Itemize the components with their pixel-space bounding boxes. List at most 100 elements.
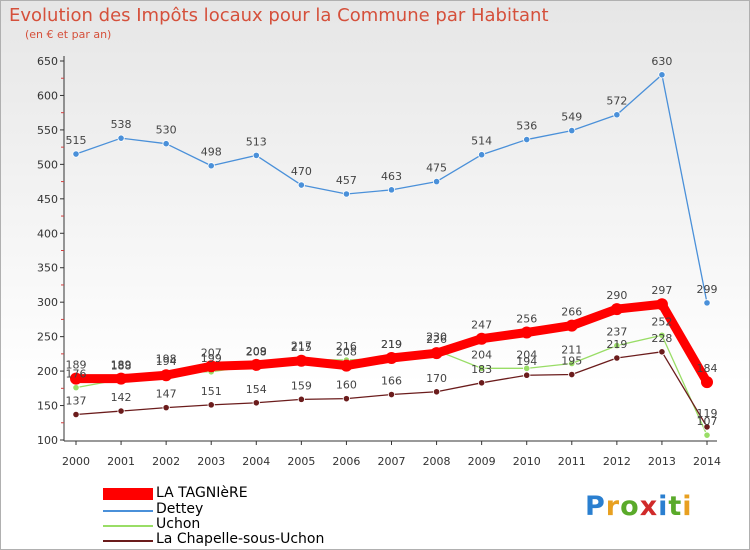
series-point-3 (568, 370, 576, 379)
data-label: 230 (426, 330, 447, 343)
x-tick-label: 2000 (62, 455, 90, 468)
data-label: 189 (111, 359, 132, 372)
series-point-0 (610, 303, 623, 316)
data-label: 217 (291, 339, 312, 352)
legend-swatch-la-chapelle (103, 540, 153, 542)
legend-label-la-tagniere: LA TAGNIèRE (156, 485, 248, 501)
series-point-3 (342, 395, 351, 403)
data-label: 538 (111, 118, 132, 131)
x-tick-label: 2005 (287, 455, 315, 468)
data-label: 572 (606, 95, 627, 108)
series-point-0 (520, 326, 533, 339)
data-label: 514 (471, 135, 492, 148)
series-point-2 (658, 331, 666, 339)
data-label: 195 (561, 355, 582, 368)
x-tick-label: 2011 (558, 455, 586, 468)
data-label: 498 (201, 146, 222, 159)
series-point-3 (72, 410, 80, 419)
data-label: 463 (381, 170, 402, 183)
series-point-1 (207, 162, 215, 170)
series-point-0 (250, 358, 263, 371)
data-label: 457 (336, 174, 357, 187)
series-point-0 (475, 332, 488, 345)
x-tick-label: 2014 (693, 455, 721, 468)
data-label: 198 (156, 352, 177, 365)
data-label: 515 (66, 134, 87, 147)
series-point-3 (613, 354, 621, 362)
series-point-2 (478, 364, 486, 372)
series-point-1 (72, 150, 80, 158)
data-label: 208 (246, 346, 267, 359)
data-label: 219 (381, 338, 402, 351)
data-label: 184 (697, 362, 718, 375)
series-point-2 (72, 384, 80, 392)
y-tick-label: 350 (37, 262, 58, 275)
series-point-1 (162, 140, 170, 148)
series-point-3 (387, 390, 396, 399)
data-label: 252 (651, 315, 672, 328)
series-point-1 (297, 181, 305, 189)
series-point-0 (385, 351, 398, 364)
x-tick-label: 2004 (242, 455, 270, 468)
y-tick-label: 100 (37, 434, 58, 447)
series-point-1 (523, 135, 531, 144)
data-label: 160 (336, 379, 357, 392)
data-label: 209 (246, 345, 267, 358)
data-label: 266 (561, 306, 582, 319)
x-tick-label: 2006 (332, 455, 360, 468)
x-tick-label: 2013 (648, 455, 676, 468)
x-tick-label: 2010 (513, 455, 541, 468)
series-point-3 (207, 401, 215, 409)
legend-swatch-uchon (103, 525, 153, 527)
series-point-0 (70, 372, 82, 385)
series-point-1 (342, 190, 351, 198)
data-label: 204 (471, 348, 492, 361)
legend-label-la-chapelle: La Chapelle-sous-Uchon (156, 531, 325, 547)
data-label: 247 (471, 319, 492, 332)
data-label: 228 (651, 332, 672, 345)
y-tick-label: 200 (37, 365, 58, 378)
series-point-3 (523, 371, 531, 379)
y-tick-label: 400 (37, 227, 58, 240)
legend-swatch-la-tagniere (103, 488, 153, 500)
data-label: 215 (291, 341, 312, 354)
legend-label-uchon: Uchon (156, 516, 201, 532)
series-point-2 (703, 431, 711, 439)
series-point-3 (478, 379, 486, 387)
y-tick-label: 650 (37, 55, 58, 68)
data-label: 237 (606, 326, 627, 339)
series-point-3 (252, 399, 260, 407)
proxiti-logo: Proxiti (585, 491, 693, 522)
series-point-0 (115, 372, 128, 385)
series-point-1 (252, 151, 260, 160)
data-label: 154 (246, 383, 267, 396)
chart-subtitle: (en € et par an) (25, 28, 112, 41)
series-point-1 (658, 71, 666, 79)
data-label: 219 (381, 338, 402, 351)
series-point-2 (568, 359, 576, 368)
series-point-0 (565, 319, 578, 332)
data-label: 166 (381, 375, 402, 388)
data-label: 194 (156, 355, 177, 368)
data-label: 297 (651, 284, 672, 297)
data-label: 256 (516, 313, 537, 326)
data-label: 199 (201, 352, 222, 365)
series-point-2 (523, 364, 531, 372)
series-point-0 (205, 360, 218, 373)
series-point-3 (297, 395, 305, 403)
data-label: 216 (336, 340, 357, 353)
series-point-0 (701, 376, 713, 389)
data-label: 536 (516, 120, 537, 133)
series-point-0 (295, 354, 308, 367)
data-label: 475 (426, 162, 447, 175)
legend-label-dettey: Dettey (156, 501, 204, 517)
data-label: 208 (336, 346, 357, 359)
y-tick-label: 550 (37, 124, 58, 137)
data-label: 226 (426, 333, 447, 346)
chart-title: Evolution des Impôts locaux pour la Comm… (9, 5, 549, 26)
series-point-3 (432, 388, 441, 396)
series-point-1 (568, 126, 576, 135)
series-point-2 (613, 341, 621, 350)
data-label: 159 (291, 379, 312, 392)
